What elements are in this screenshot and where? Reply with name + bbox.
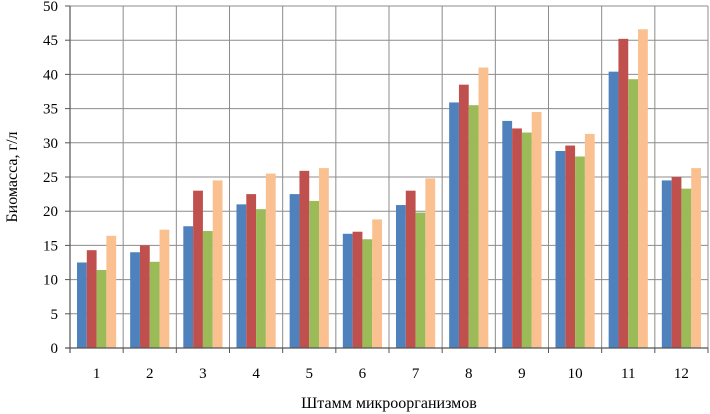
bar-s4-c4: [265, 173, 276, 348]
bar-s4-c1: [106, 235, 117, 348]
bar-s3-c12: [681, 188, 692, 348]
bar-s1-c2: [130, 252, 140, 348]
bar-s1-c8: [449, 102, 459, 348]
x-tick-label-10: 10: [568, 366, 583, 382]
bar-s4-c8: [478, 67, 489, 348]
y-axis-title: Биомасса, г/л: [4, 131, 21, 222]
bar-s3-c10: [575, 156, 585, 348]
bar-s1-c1: [76, 262, 87, 348]
bar-s1-c7: [395, 205, 406, 348]
x-tick-label-8: 8: [465, 366, 473, 382]
x-tick-label-9: 9: [518, 366, 526, 382]
x-tick-label-1: 1: [93, 366, 101, 382]
bar-s4-c10: [584, 133, 595, 348]
bar-s2-c1: [86, 250, 97, 348]
bar-s2-c12: [671, 177, 682, 348]
bar-s4-c7: [425, 178, 436, 348]
x-tick-labels: 1 2 3 4 5 6 7 8 9 10 11 12: [69, 348, 709, 382]
y-tick-label-8: 40: [43, 67, 58, 83]
y-tick-label-7: 35: [43, 102, 58, 118]
bar-s3-c11: [628, 79, 639, 349]
x-tick-label-6: 6: [359, 366, 367, 382]
y-tick-label-4: 20: [43, 204, 58, 220]
bar-s2-c5: [299, 170, 310, 348]
bars-layer: [76, 29, 702, 349]
bar-s3-c2: [149, 261, 160, 348]
bar-s1-c10: [555, 151, 566, 348]
y-tick-label-0: 0: [51, 341, 59, 357]
bar-s4-c6: [372, 219, 383, 348]
x-tick-label-4: 4: [252, 366, 260, 382]
y-tick-label-2: 10: [43, 273, 58, 289]
bar-s4-c9: [531, 112, 542, 349]
bar-s2-c6: [352, 231, 363, 348]
y-tick-label-3: 15: [43, 238, 58, 254]
bar-s3-c4: [256, 209, 266, 348]
x-tick-label-11: 11: [621, 366, 635, 382]
bar-s3-c5: [309, 200, 320, 348]
x-tick-label-7: 7: [412, 366, 420, 382]
bar-s3-c7: [415, 212, 426, 348]
x-tick-label-5: 5: [306, 366, 314, 382]
bar-s3-c9: [521, 132, 532, 348]
bar-s1-c6: [342, 233, 353, 348]
y-tick-label-1: 5: [51, 307, 59, 323]
grid-layer: [70, 5, 709, 348]
bar-s4-c2: [159, 229, 170, 348]
bar-s3-c1: [96, 270, 107, 348]
x-tick-label-3: 3: [199, 366, 207, 382]
bar-s2-c9: [512, 128, 522, 348]
bar-s4-c12: [691, 168, 702, 348]
bar-s3-c8: [468, 105, 479, 349]
bar-s2-c8: [458, 84, 469, 348]
bar-s2-c11: [618, 38, 629, 348]
bar-s2-c10: [565, 145, 576, 348]
y-tick-label-10: 50: [43, 0, 58, 15]
bar-s3-c6: [362, 239, 373, 348]
y-tick-label-6: 30: [43, 136, 58, 152]
bar-s4-c11: [638, 29, 648, 348]
bar-s4-c5: [319, 168, 329, 348]
bar-s2-c4: [246, 194, 257, 348]
bar-s1-c11: [608, 71, 619, 348]
bar-s1-c5: [289, 194, 300, 348]
y-tick-label-9: 45: [43, 33, 58, 49]
bar-s3-c3: [202, 231, 213, 348]
x-tick-label-2: 2: [146, 366, 154, 382]
y-tick-label-5: 25: [43, 170, 58, 186]
bar-s1-c4: [236, 204, 247, 348]
bar-s2-c7: [405, 190, 416, 348]
bar-s1-c3: [183, 226, 194, 348]
bar-s1-c9: [502, 120, 513, 348]
bar-s2-c2: [139, 245, 150, 348]
x-tick-label-12: 12: [674, 366, 689, 382]
bar-s4-c3: [212, 180, 223, 348]
y-tick-labels: 0 5 10 15 20 25 30 35 40 45 50: [43, 0, 70, 357]
x-axis-title: Штамм микроорганизмов: [301, 395, 477, 412]
bar-s1-c12: [661, 180, 672, 348]
bar-s2-c3: [193, 190, 203, 348]
